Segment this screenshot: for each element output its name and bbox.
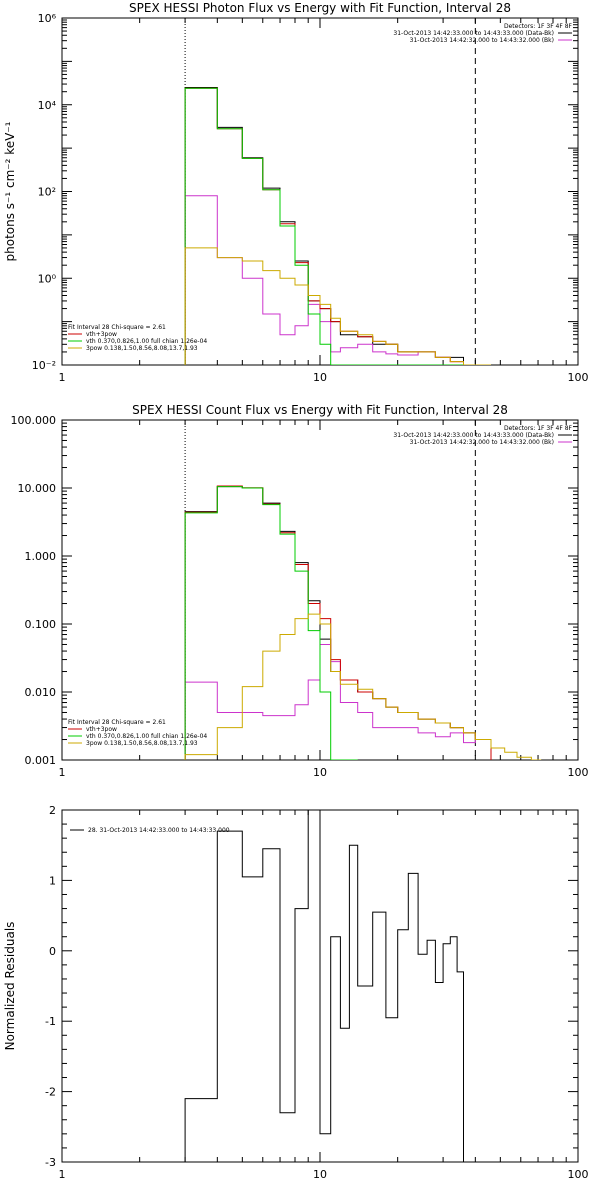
legend-entry: 31-Oct-2013 14:42:33.000 to 14:43:33.000… (393, 30, 554, 37)
chart-title: SPEX HESSI Count Flux vs Energy with Fit… (132, 403, 508, 417)
y-tick-label: 10⁴ (38, 99, 57, 112)
plot-frame (61, 419, 579, 761)
legend-entry: 31-Oct-2013 14:42:32.000 to 14:43:32.000… (410, 37, 554, 44)
y-tick-label: 10⁻² (32, 359, 56, 372)
x-tick-label: 10 (313, 371, 327, 384)
series-data-bk (184, 486, 492, 760)
x-tick-label: 10 (313, 1168, 327, 1181)
y-tick-label: 1.000 (25, 550, 57, 563)
y-tick-label: 10² (38, 186, 56, 199)
x-tick-label: 100 (568, 766, 589, 779)
series-bk (184, 644, 492, 760)
x-tick-label: 100 (568, 1168, 589, 1181)
chart-panel-3: Normalized Residuals 1 10 100 -3 -2 -1 0 1 2 28. 3… (3, 804, 589, 1181)
legend-header: Detectors: 1F 3F 4F 8F (504, 425, 573, 432)
series-vth-3pow (184, 87, 491, 365)
fit-legend-header: Fit Interval 28 Chi-square = 2.61 (68, 324, 166, 331)
y-tick-label: 10⁶ (38, 12, 57, 25)
x-tick-label: 100 (568, 371, 589, 384)
y-tick-label: 10.000 (18, 482, 57, 495)
y-tick-label: 0.100 (25, 618, 57, 631)
legend-entry: vth+3pow (86, 726, 117, 733)
legend-header: Detectors: 1F 3F 4F 8F (504, 23, 573, 30)
x-tick-label: 1 (59, 1168, 66, 1181)
y-tick-label: -3 (45, 1156, 56, 1169)
y-tick-label: -1 (45, 1015, 56, 1028)
fit-legend-header: Fit Interval 28 Chi-square = 2.61 (68, 719, 166, 726)
series-bk (184, 195, 491, 365)
y-tick-label: -2 (45, 1086, 56, 1099)
series-vth (184, 486, 358, 760)
chart-title: SPEX HESSI Photon Flux vs Energy with Fi… (129, 1, 511, 15)
y-tick-label: 0 (49, 945, 56, 958)
legend-entry: 31-Oct-2013 14:42:32.000 to 14:43:32.000… (410, 439, 554, 446)
legend-entry: 3pow 0.138,1.50,8.56,8.08,13.7,1.93 (86, 345, 198, 352)
legend-entry: 3pow 0.138,1.50,8.56,8.08,13.7,1.93 (86, 740, 198, 747)
y-tick-label: 1 (49, 874, 56, 887)
x-tick-label: 1 (59, 371, 66, 384)
series-3pow (184, 247, 491, 365)
y-axis-label: photons s⁻¹ cm⁻² keV⁻¹ (3, 121, 17, 261)
y-tick-label: 10⁰ (38, 272, 57, 285)
series-vth-3pow (184, 485, 492, 760)
y-axis-label: Normalized Residuals (3, 922, 17, 1051)
x-tick-label: 10 (313, 766, 327, 779)
legend-entry: vth 0.370,0.826,1.00 full chian 1.26e-04 (86, 733, 207, 740)
legend-entry: 31-Oct-2013 14:42:33.000 to 14:43:33.000… (393, 432, 554, 439)
chart-panel-1: SPEX HESSI Photon Flux vs Energy with Fi… (3, 1, 589, 384)
y-tick-label: 100.000 (11, 414, 57, 427)
x-tick-label: 1 (59, 766, 66, 779)
y-tick-label: 0.010 (25, 686, 57, 699)
legend-entry: vth 0.370,0.826,1.00 full chian 1.26e-04 (86, 338, 207, 345)
chart-panel-2: SPEX HESSI Count Flux vs Energy with Fit… (11, 403, 589, 779)
legend-entry: 28. 31-Oct-2013 14:42:33.000 to 14:43:33… (88, 827, 230, 834)
legend-entry: vth+3pow (86, 331, 117, 338)
series-3pow (184, 613, 542, 760)
y-tick-label: 2 (49, 804, 56, 817)
series-residuals (184, 810, 476, 1162)
y-tick-label: 0.001 (25, 754, 57, 767)
series-vth (184, 87, 491, 365)
